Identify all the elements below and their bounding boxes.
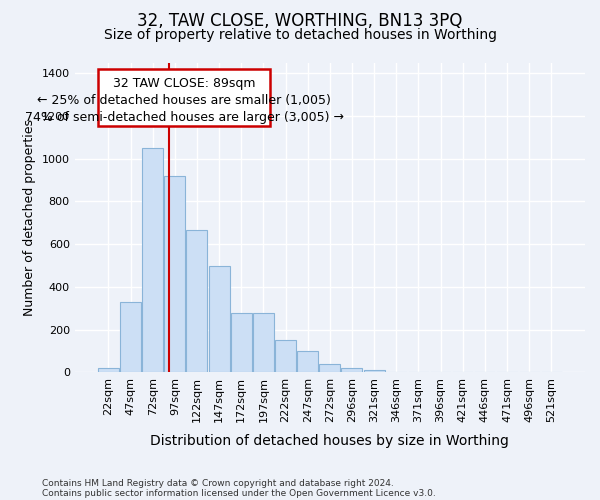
Bar — [253, 312, 274, 372]
Bar — [209, 266, 230, 372]
Text: 32, TAW CLOSE, WORTHING, BN13 3PQ: 32, TAW CLOSE, WORTHING, BN13 3PQ — [137, 12, 463, 30]
Text: 74% of semi-detached houses are larger (3,005) →: 74% of semi-detached houses are larger (… — [25, 110, 344, 124]
Bar — [187, 230, 208, 372]
Bar — [142, 148, 163, 372]
Bar — [120, 302, 141, 372]
Bar — [341, 368, 362, 372]
Bar — [297, 351, 318, 372]
Text: 32 TAW CLOSE: 89sqm: 32 TAW CLOSE: 89sqm — [113, 76, 256, 90]
Text: ← 25% of detached houses are smaller (1,005): ← 25% of detached houses are smaller (1,… — [37, 94, 331, 106]
Bar — [275, 340, 296, 372]
Bar — [319, 364, 340, 372]
Bar — [98, 368, 119, 372]
Bar — [231, 312, 252, 372]
Y-axis label: Number of detached properties: Number of detached properties — [23, 119, 36, 316]
Bar — [98, 69, 270, 126]
Bar — [164, 176, 185, 372]
Text: Size of property relative to detached houses in Worthing: Size of property relative to detached ho… — [104, 28, 497, 42]
Text: Contains HM Land Registry data © Crown copyright and database right 2024.: Contains HM Land Registry data © Crown c… — [42, 478, 394, 488]
Bar — [364, 370, 385, 372]
Text: Contains public sector information licensed under the Open Government Licence v3: Contains public sector information licen… — [42, 488, 436, 498]
X-axis label: Distribution of detached houses by size in Worthing: Distribution of detached houses by size … — [151, 434, 509, 448]
